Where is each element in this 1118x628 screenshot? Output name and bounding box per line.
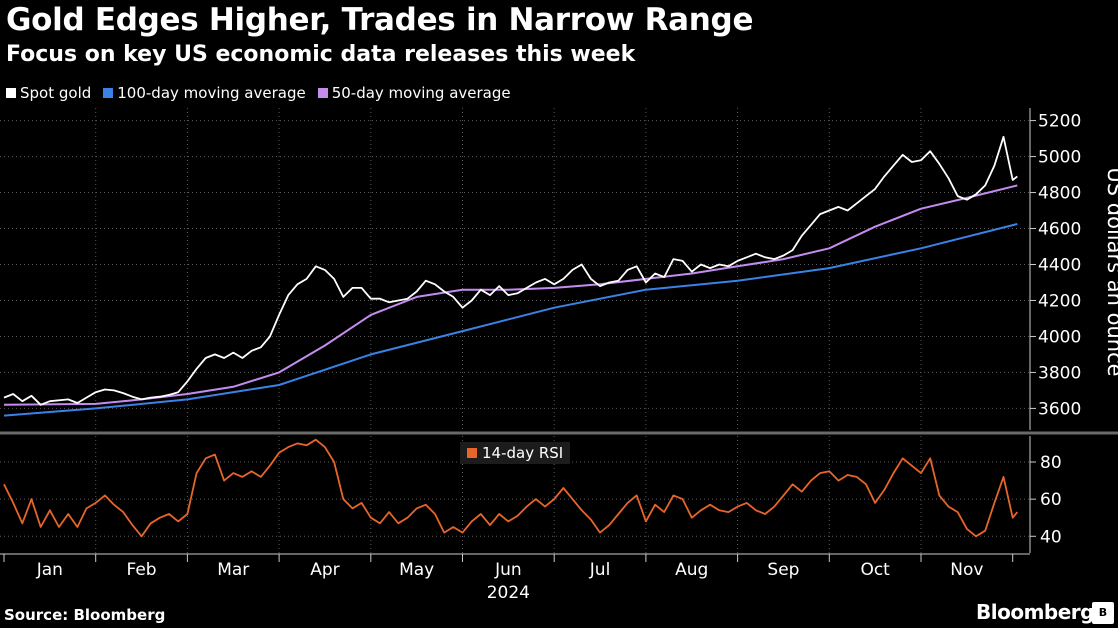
x-tick-label: Jul xyxy=(589,560,611,580)
x-tick-label: Feb xyxy=(126,560,156,580)
x-tick-label: Mar xyxy=(217,560,249,580)
price-y-tick-label: 4400 xyxy=(1038,256,1081,276)
rsi-y-tick-label: 80 xyxy=(1040,453,1062,473)
legend-swatch-50 xyxy=(317,88,328,98)
chart-subtitle: Focus on key US economic data releases t… xyxy=(6,42,636,67)
legend-label-50: 50-day moving average xyxy=(331,84,511,102)
rsi-line xyxy=(3,438,1018,538)
chart-title: Gold Edges Higher, Trades in Narrow Rang… xyxy=(6,2,754,38)
price-y-tick-label: 4000 xyxy=(1038,327,1081,347)
legend-swatch-spot xyxy=(6,88,16,98)
price-y-tick-label: 3600 xyxy=(1038,399,1081,419)
legend-label-rsi: 14-day RSI xyxy=(482,444,564,462)
x-tick-label: Oct xyxy=(860,560,890,580)
x-tick-label: May xyxy=(399,560,434,580)
legend-100-day-ma: 100-day moving average xyxy=(103,84,306,102)
x-tick-label: Aug xyxy=(675,560,708,580)
legend-label-100: 100-day moving average xyxy=(117,84,306,102)
x-tick-label: Apr xyxy=(310,560,339,580)
rsi-y-tick-label: 60 xyxy=(1040,490,1062,510)
price-legend: Spot gold 100-day moving average 50-day … xyxy=(6,84,511,102)
price-y-tick-label: 4200 xyxy=(1038,291,1081,311)
rsi-y-tick-label: 40 xyxy=(1040,527,1062,547)
bloomberg-logo: Bloomberg xyxy=(976,600,1094,624)
x-tick-label: Jun xyxy=(494,560,522,580)
spot-gold-line xyxy=(3,135,1018,406)
x-axis-year-label: 2024 xyxy=(487,583,530,603)
price-y-tick-label: 5200 xyxy=(1038,112,1081,132)
legend-spot-gold: Spot gold xyxy=(6,84,91,102)
source-note: Source: Bloomberg xyxy=(4,606,166,624)
price-y-tick-label: 4800 xyxy=(1038,184,1081,204)
legend-50-day-ma: 50-day moving average xyxy=(317,84,511,102)
price-y-tick-label: 5000 xyxy=(1038,148,1081,168)
price-y-tick-label: 4600 xyxy=(1038,220,1081,240)
legend-label-spot: Spot gold xyxy=(20,84,92,102)
x-tick-label: Nov xyxy=(950,560,983,580)
y-axis-label: US dollars an ounce xyxy=(1103,167,1118,376)
legend-swatch-100 xyxy=(103,88,114,98)
ma50-line xyxy=(3,184,1018,406)
price-y-tick-label: 3800 xyxy=(1038,363,1081,383)
bloomberg-mark-icon: B xyxy=(1092,602,1114,624)
x-tick-label: Sep xyxy=(767,560,799,580)
legend-swatch-rsi xyxy=(467,448,477,458)
rsi-legend: 14-day RSI xyxy=(460,442,571,464)
ma100-line xyxy=(3,223,1018,417)
x-tick-label: Jan xyxy=(36,560,63,580)
